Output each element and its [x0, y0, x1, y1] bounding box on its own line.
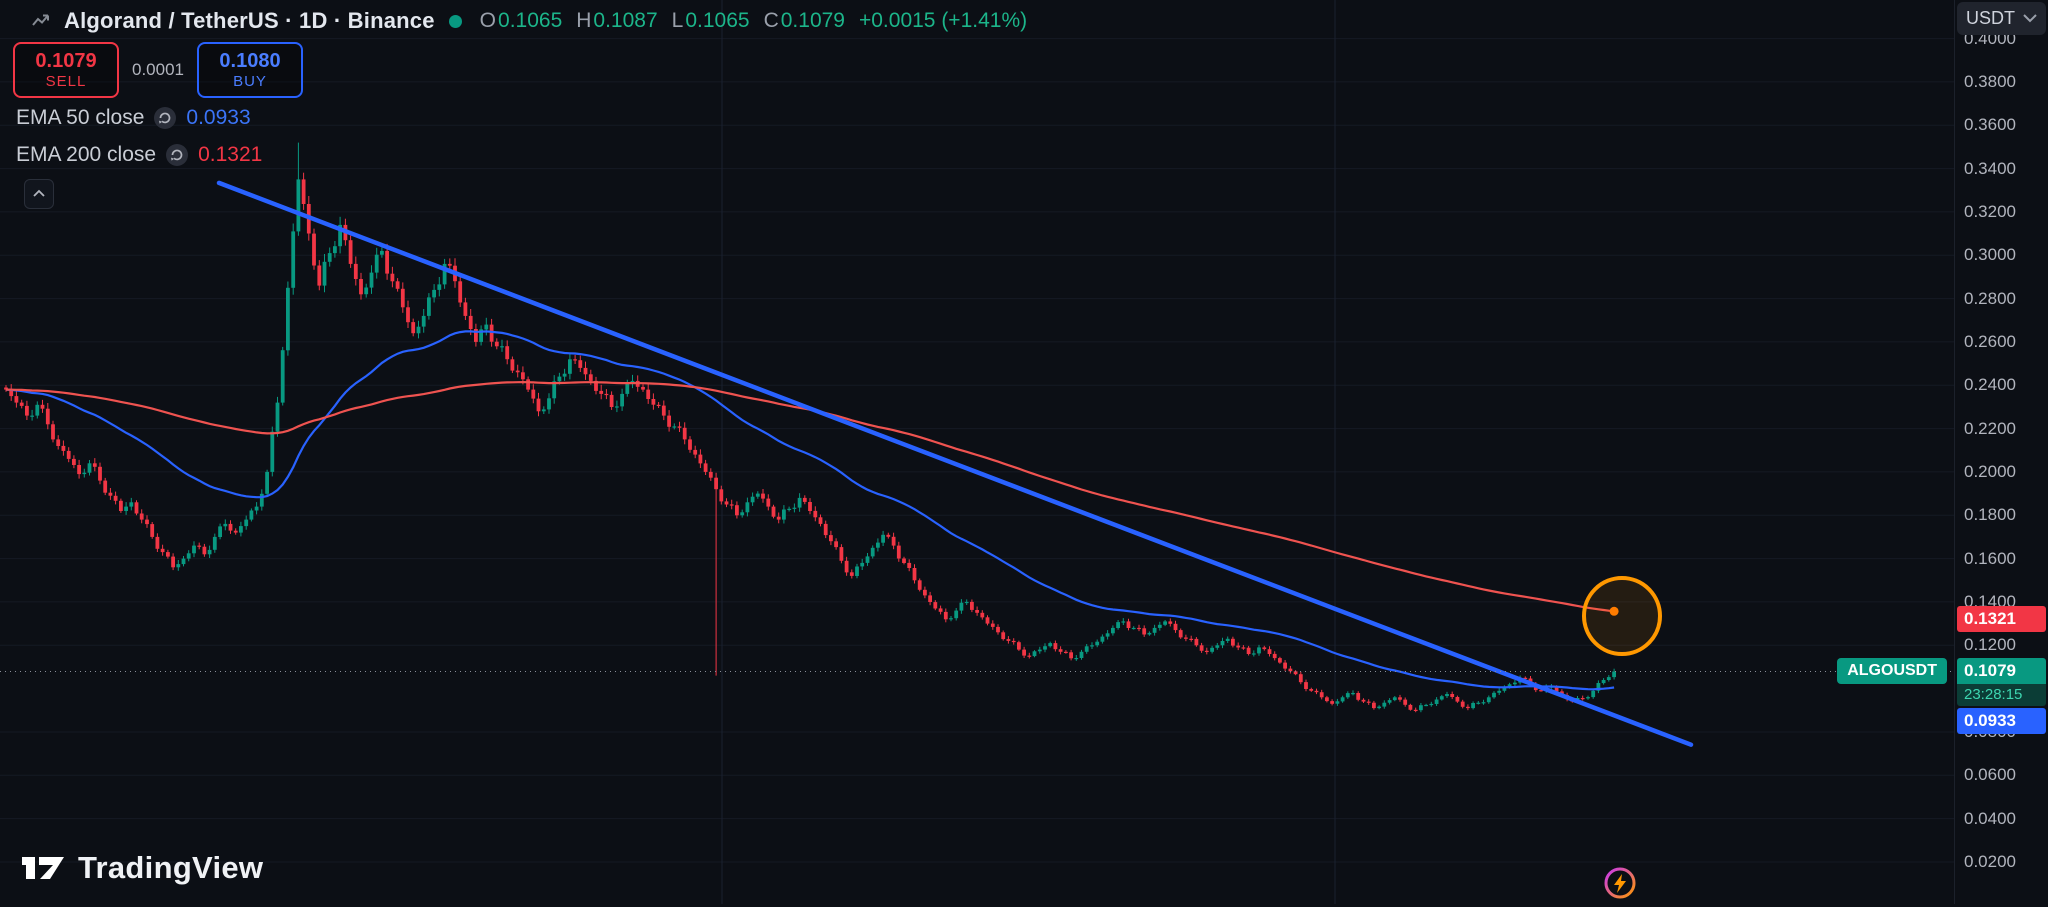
price-tick: 0.0400 [1964, 808, 2016, 828]
ema50-line [5, 330, 1615, 691]
last-price-badge: 0.1079 23:28:15 [1957, 658, 2046, 707]
price-line-symbol-flag[interactable]: ALGOUSDT [1837, 658, 1947, 685]
spread-value: 0.0001 [132, 60, 184, 79]
price-axis[interactable]: USDT 0.4000 0.3800 0.3600 0.3400 0.3200 0.300… [1954, 0, 2048, 904]
close-value: 0.1079 [780, 9, 845, 32]
chevron-down-icon [2023, 14, 2037, 23]
buy-price: 0.1080 [219, 49, 281, 72]
price-tick: 0.1200 [1964, 635, 2016, 655]
indicator-legend: EMA 50 close 0.0933 EMA 200 close 0.1321 [16, 104, 262, 178]
ema50-name: EMA 50 close [16, 106, 145, 129]
ohlc-readout: O 0.1065 H 0.1087 L 0.1065 C 0.1079 +0.0015 … [480, 9, 1027, 33]
currency-selector[interactable]: USDT [1957, 2, 2046, 35]
last-price-value: 0.1079 [1957, 658, 2046, 685]
symbol-title[interactable]: Algorand / TetherUS · 1D · Binance [64, 8, 435, 33]
buy-button[interactable]: 0.1080 BUY [197, 42, 303, 98]
price-tick: 0.2400 [1964, 375, 2016, 395]
open-label: O [479, 9, 497, 32]
price-chart[interactable] [0, 0, 1955, 904]
price-tick: 0.1600 [1964, 548, 2016, 568]
price-tick: 0.2600 [1964, 331, 2016, 351]
lightning-icon [1604, 867, 1636, 899]
quick-action-button[interactable] [1601, 864, 1639, 902]
chevron-up-icon [33, 189, 45, 197]
buy-label: BUY [233, 72, 267, 90]
open-value: 0.1065 [498, 9, 563, 32]
market-open-dot [448, 14, 462, 28]
price-tick: 0.3000 [1964, 245, 2016, 265]
price-tick: 0.2800 [1964, 288, 2016, 308]
price-tick: 0.2000 [1964, 461, 2016, 481]
price-tick: 0.1800 [1964, 505, 2016, 525]
ema50-legend-row[interactable]: EMA 50 close 0.0933 [16, 104, 262, 132]
high-value: 0.1087 [593, 9, 658, 32]
grid [0, 0, 1955, 904]
high-label: H [576, 9, 592, 32]
candles [4, 142, 1616, 713]
low-label: L [671, 9, 684, 32]
ema50-loading-icon [154, 107, 177, 129]
ema200-value: 0.1321 [198, 143, 263, 166]
price-tick: 0.3400 [1964, 158, 2016, 178]
ema-end-dot [1609, 606, 1619, 616]
price-tick: 0.3800 [1964, 71, 2016, 91]
ema50-value: 0.0933 [186, 106, 251, 129]
sell-label: SELL [45, 72, 87, 90]
ema200-legend-row[interactable]: EMA 200 close 0.1321 [16, 141, 262, 169]
order-widget: 0.1079 SELL 0.0001 0.1080 BUY [13, 42, 303, 98]
tradingview-brand-text: TradingView [78, 850, 264, 885]
ema200-loading-icon [166, 144, 189, 166]
tradingview-watermark[interactable]: TradingView [20, 848, 263, 888]
ema200-name: EMA 200 close [16, 143, 157, 166]
close-label: C [763, 9, 779, 32]
collapse-legend-button[interactable] [24, 179, 54, 209]
price-tick: 0.2200 [1964, 418, 2016, 438]
change-value: +0.0015 (+1.41%) [858, 9, 1028, 32]
ema200-price-badge: 0.1321 [1957, 606, 2046, 633]
price-tick: 0.3600 [1964, 115, 2016, 135]
chart-header: Algorand / TetherUS · 1D · Binance O 0.10… [30, 6, 1027, 36]
tradingview-logo-icon [22, 857, 64, 879]
price-tick: 0.3200 [1964, 201, 2016, 221]
bar-close-countdown: 23:28:15 [1957, 684, 2046, 707]
ellipse-drawing[interactable] [1582, 576, 1662, 656]
low-value: 0.1065 [685, 9, 750, 32]
trendline-drawing[interactable] [216, 180, 1694, 747]
chart-area[interactable]: Algorand / TetherUS · 1D · Binance O 0.10… [0, 0, 1955, 904]
price-tick: 0.0200 [1964, 851, 2016, 871]
currency-label: USDT [1966, 8, 2015, 28]
price-tick: 0.0600 [1964, 765, 2016, 785]
chart-logo-icon [32, 14, 49, 26]
sell-button[interactable]: 0.1079 SELL [13, 42, 119, 98]
ema50-price-badge: 0.0933 [1957, 708, 2046, 735]
sell-price: 0.1079 [35, 49, 97, 72]
